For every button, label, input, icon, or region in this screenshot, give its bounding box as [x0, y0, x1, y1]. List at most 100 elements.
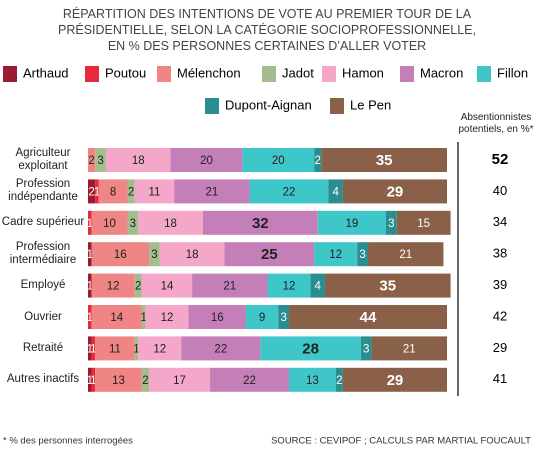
bar-segment [91, 305, 142, 329]
value-label: 2 [315, 155, 321, 167]
value-label: 21 [403, 343, 416, 355]
legend-label: Mélenchon [177, 65, 241, 80]
legend-swatch [477, 66, 491, 82]
bar-segment [91, 242, 150, 267]
source: SOURCE : CEVIPOF ; CALCULS PAR MARTIAL F… [271, 436, 531, 447]
value-label: 44 [360, 309, 377, 326]
value-label: 2 [88, 155, 94, 167]
bar-segment [314, 148, 322, 172]
value-label: 4 [315, 281, 322, 293]
legend-swatch [400, 66, 414, 82]
abstention-value: 34 [493, 214, 507, 229]
legend-swatch [205, 98, 219, 114]
value-label: 1 [87, 375, 93, 387]
bar-segment [342, 367, 447, 392]
bar-segment [88, 273, 92, 298]
value-label: 18 [186, 249, 199, 261]
bar-segment [95, 148, 106, 172]
bar-segment [278, 305, 290, 329]
bar-segment [368, 242, 444, 267]
bar-segment [88, 179, 96, 204]
value-label: 1 [87, 343, 93, 355]
legend-swatch [85, 66, 99, 82]
bar-segment [88, 336, 92, 361]
value-label: 29 [387, 183, 404, 200]
value-label: 35 [376, 152, 393, 169]
value-label: 16 [211, 312, 224, 324]
value-label: 12 [161, 312, 174, 324]
bar-segment [335, 367, 343, 392]
bar-segment [127, 210, 139, 235]
category-label: Employé [20, 279, 66, 292]
bar-segment [98, 179, 128, 204]
value-label: 16 [114, 249, 127, 261]
value-label: 3 [130, 218, 136, 230]
bar-segment [141, 273, 193, 298]
bar-segment [267, 273, 311, 298]
bar-segment [91, 273, 135, 298]
value-label: 12 [283, 281, 296, 293]
bar-segment [371, 336, 447, 361]
abstention-value: 52 [492, 151, 509, 168]
legend-label: Arthaud [23, 65, 69, 80]
bar-segment [91, 336, 96, 361]
value-label: 12 [329, 249, 342, 261]
bar-segment [224, 242, 315, 267]
bar-segment [91, 367, 96, 392]
value-label: 22 [283, 186, 296, 198]
value-label: 1 [140, 312, 146, 324]
bar-segment [88, 305, 92, 329]
value-label: 11 [109, 343, 121, 355]
bar-segment [328, 179, 343, 204]
legend-swatch [262, 66, 276, 82]
bar-segment [138, 336, 182, 361]
value-label: 3 [363, 343, 369, 355]
value-label: 18 [132, 155, 145, 167]
value-label: 32 [252, 215, 269, 232]
category-label: Retraité [22, 341, 64, 354]
value-label: 17 [173, 375, 186, 387]
bar-segment [95, 179, 99, 204]
value-label: 2 [88, 186, 94, 198]
bar-segment [145, 305, 189, 329]
legend-swatch [330, 98, 344, 114]
legend-label: Hamon [342, 65, 384, 80]
legend-label: Le Pen [350, 97, 391, 112]
value-label: 8 [110, 186, 116, 198]
bar-segment [342, 179, 447, 204]
bar-segment [260, 336, 361, 361]
value-label: 20 [200, 155, 213, 167]
bar-segment [91, 210, 128, 235]
value-label: 12 [153, 343, 166, 355]
category-label: Agriculteur exploitant [15, 147, 71, 172]
value-label: 10 [103, 218, 116, 230]
bar-segment [88, 210, 92, 235]
bar-segment [134, 336, 139, 361]
bar-segment [310, 273, 325, 298]
value-label: 2 [135, 281, 141, 293]
chart-title: RÉPARTITION DES INTENTIONS DE VOTE AU PR… [58, 7, 476, 53]
value-label: 1 [87, 312, 93, 324]
legend-label: Poutou [105, 65, 146, 80]
abstention-value: 39 [493, 277, 507, 292]
bar-segment [314, 242, 358, 267]
value-label: 1 [94, 186, 100, 198]
category-label: Profession intermédiaire [9, 241, 77, 267]
bar-segment [188, 305, 246, 329]
value-label: 11 [148, 186, 160, 198]
abstention-value: 42 [493, 308, 507, 323]
bar-segment [95, 336, 135, 361]
value-label: 28 [302, 340, 319, 357]
bar-segment [149, 367, 211, 392]
bar-segment [88, 367, 92, 392]
bar-segment [321, 148, 447, 172]
value-label: 1 [87, 249, 93, 261]
value-label: 2 [336, 375, 342, 387]
legend-swatch [3, 66, 17, 82]
bar-segment [242, 148, 315, 172]
value-label: 9 [259, 312, 265, 324]
value-label: 2 [142, 375, 148, 387]
bar-segment [88, 148, 96, 172]
